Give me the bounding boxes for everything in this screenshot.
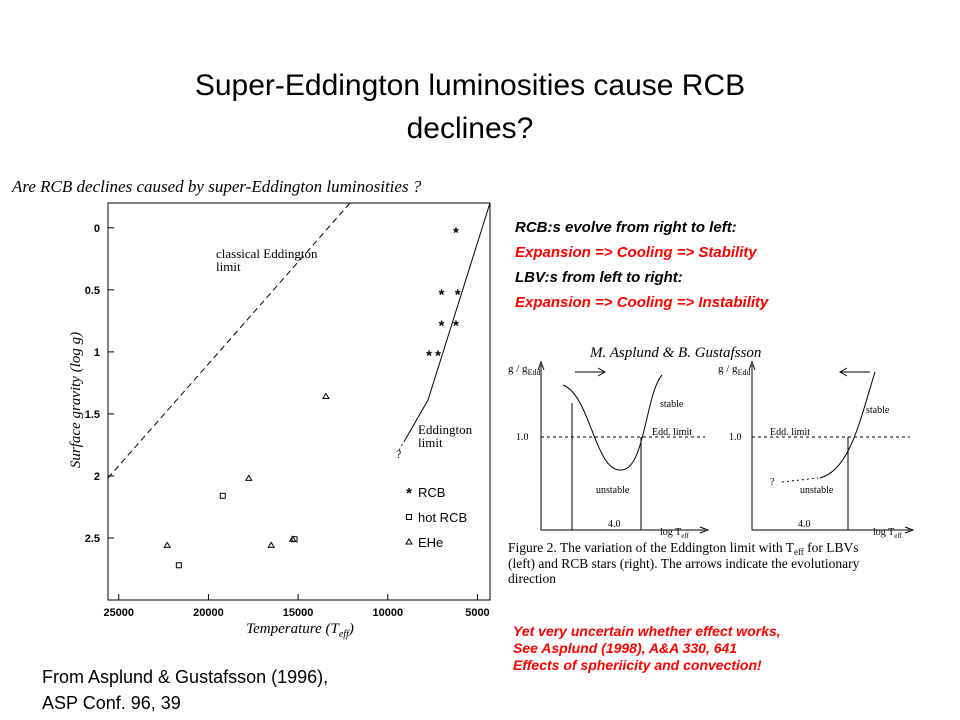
plot-title: Are RCB declines caused by super-Eddingt… bbox=[11, 177, 422, 196]
question: ? bbox=[770, 477, 775, 488]
slide-title-line2: declines? bbox=[407, 112, 534, 145]
annotation: limit bbox=[216, 259, 241, 274]
part: for LBVs bbox=[804, 540, 859, 555]
caption: (left) and RCB stars (right). The arrows… bbox=[508, 556, 860, 571]
figure-2: M. Asplund & B. Gustafsson g / gEdd g / … bbox=[508, 345, 915, 586]
part: Figure 2. The variation of the Eddington… bbox=[508, 540, 795, 555]
logt: log Teff bbox=[873, 527, 903, 540]
annotation: classical Eddington bbox=[216, 246, 318, 261]
unstable: unstable bbox=[800, 485, 834, 496]
sub: eff bbox=[894, 532, 902, 540]
caveat: Yet very uncertain whether effect works, bbox=[513, 623, 781, 639]
part: g / g bbox=[718, 363, 738, 375]
caption: direction bbox=[508, 571, 556, 586]
sub: Edd bbox=[738, 368, 751, 377]
y-axis-label: Surface gravity (log g) bbox=[68, 332, 84, 468]
note: Expansion => Cooling => Stability bbox=[515, 244, 757, 261]
eddington-line bbox=[404, 202, 491, 441]
one: 1.0 bbox=[729, 432, 742, 443]
curve-right bbox=[819, 371, 876, 479]
note: Expansion => Cooling => Instability bbox=[515, 294, 769, 311]
classical-eddington-line bbox=[107, 202, 351, 479]
fig2-ylabel: g / gEdd bbox=[508, 363, 540, 377]
curve-right-dotted bbox=[781, 477, 819, 483]
stable: stable bbox=[866, 405, 890, 416]
notes: RCB:s evolve from right to left: Expansio… bbox=[515, 219, 769, 311]
four: 4.0 bbox=[608, 519, 621, 530]
triangle-marker bbox=[288, 535, 297, 542]
four: 4.0 bbox=[798, 519, 811, 530]
arrow-left bbox=[838, 367, 870, 377]
annotation: Eddington bbox=[418, 422, 473, 437]
y-tick-label: 0.5 bbox=[85, 285, 100, 297]
axes-right bbox=[751, 365, 910, 531]
legend-label: EHe bbox=[418, 535, 443, 550]
caveat: Effects of spheriicity and convection! bbox=[513, 657, 762, 673]
x-axis-label: Temperature (Teff) bbox=[246, 621, 354, 640]
legend-label: RCB bbox=[418, 485, 445, 500]
x-tick-label: 20000 bbox=[193, 607, 224, 619]
annotation: limit bbox=[418, 435, 443, 450]
sub: Edd bbox=[528, 368, 541, 377]
edd-limit-label: Edd. limit bbox=[770, 427, 810, 438]
source: ASP Conf. 96, 39 bbox=[42, 693, 181, 713]
legend-label: hot RCB bbox=[418, 510, 467, 525]
part: log T bbox=[873, 527, 894, 538]
stable: stable bbox=[660, 399, 684, 410]
star-marker: * bbox=[406, 485, 412, 502]
caption: Figure 2. The variation of the Eddington… bbox=[508, 540, 859, 557]
sub: eff bbox=[681, 532, 689, 540]
caveats: Yet very uncertain whether effect works,… bbox=[513, 623, 781, 673]
x-tick-label: 25000 bbox=[103, 607, 134, 619]
y-tick-label: 0 bbox=[94, 223, 100, 235]
one: 1.0 bbox=[516, 432, 529, 443]
part: g / g bbox=[508, 363, 528, 375]
curve-left bbox=[562, 374, 663, 471]
y-tick-label: 2 bbox=[94, 471, 100, 483]
eddington-line-dotted bbox=[397, 439, 406, 453]
unstable: unstable bbox=[596, 485, 630, 496]
y-tick-label: 1.5 bbox=[85, 409, 100, 421]
caveat: See Asplund (1998), A&A 330, 641 bbox=[513, 640, 737, 656]
logt: log Teff bbox=[660, 527, 690, 540]
axis-arrows bbox=[537, 360, 915, 534]
sub: eff bbox=[794, 547, 804, 557]
star-marker: * bbox=[455, 287, 461, 304]
star-marker: * bbox=[453, 318, 459, 335]
square-marker bbox=[406, 514, 412, 520]
square-marker bbox=[175, 562, 182, 569]
fig2-authors: M. Asplund & B. Gustafsson bbox=[589, 345, 761, 361]
x-tick-label: 10000 bbox=[372, 607, 403, 619]
star-marker: * bbox=[439, 287, 445, 304]
arrow-right bbox=[575, 367, 607, 377]
annotation: ? bbox=[396, 447, 401, 461]
square-marker bbox=[219, 492, 226, 499]
axes-left bbox=[540, 365, 705, 531]
edd-limit-label: Edd. limit bbox=[652, 427, 692, 438]
star-marker: * bbox=[453, 225, 459, 242]
y-tick-label: 2.5 bbox=[85, 533, 100, 545]
plot-frame bbox=[107, 202, 491, 601]
source: From Asplund & Gustafsson (1996), bbox=[42, 667, 328, 687]
star-marker: * bbox=[426, 347, 432, 364]
star-marker: * bbox=[439, 318, 445, 335]
part: log T bbox=[660, 527, 681, 538]
note: LBV:s from left to right: bbox=[515, 269, 683, 286]
triangle-marker bbox=[244, 474, 253, 481]
x-axis-label-part: Temperature (T bbox=[246, 621, 340, 637]
triangle-marker bbox=[163, 541, 172, 548]
triangle-marker bbox=[405, 538, 413, 545]
x-axis-label-part: ) bbox=[348, 621, 354, 637]
triangle-marker bbox=[267, 541, 276, 548]
x-axis-label-sub: eff bbox=[339, 629, 350, 640]
star-marker: * bbox=[435, 347, 441, 364]
y-tick-label: 1 bbox=[94, 347, 100, 359]
x-tick-label: 15000 bbox=[283, 607, 314, 619]
fig2-ylabel: g / gEdd bbox=[718, 363, 750, 377]
note: RCB:s evolve from right to left: bbox=[515, 219, 737, 236]
triangle-marker bbox=[322, 392, 330, 400]
slide-title: Super-Eddington luminosities cause RCB bbox=[195, 69, 745, 102]
x-tick-label: 5000 bbox=[465, 607, 489, 619]
